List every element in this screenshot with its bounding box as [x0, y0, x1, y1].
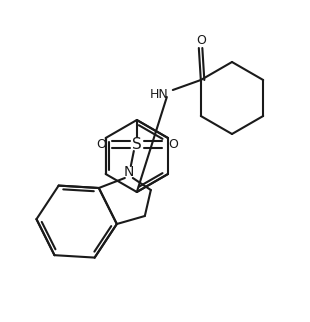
Text: O: O [96, 137, 106, 150]
Text: O: O [168, 137, 178, 150]
Text: N: N [124, 165, 134, 179]
Text: O: O [196, 33, 206, 46]
Text: S: S [132, 137, 142, 151]
Text: HN: HN [149, 88, 168, 100]
